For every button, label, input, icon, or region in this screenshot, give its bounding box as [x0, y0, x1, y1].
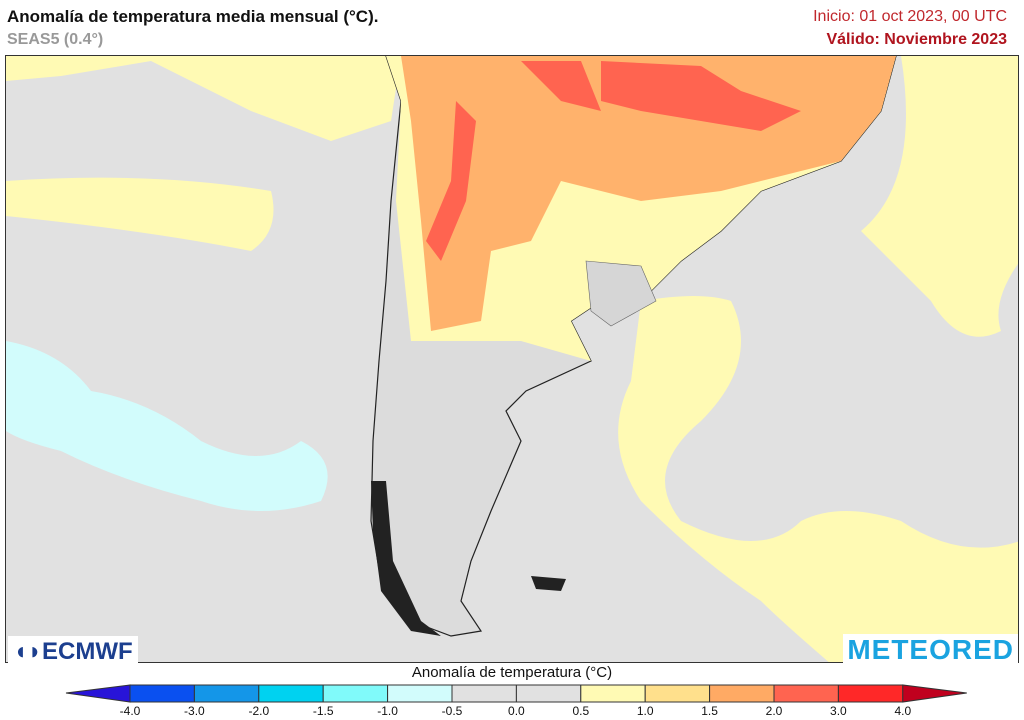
colorbar-tick: -0.5	[441, 704, 463, 718]
falklands	[531, 576, 566, 591]
land-hot-2	[601, 61, 801, 131]
colorbar-bin	[837, 684, 904, 703]
model-label: SEAS5 (0.4°)	[7, 31, 104, 48]
colorbar-bin	[193, 684, 260, 703]
uruguay-neutral	[585, 260, 657, 327]
colorbar-tick: 1.0	[636, 704, 654, 718]
ocean-warm-east	[861, 56, 1018, 337]
colorbar-tick: 4.0	[894, 704, 912, 718]
ocean-warm-se	[618, 296, 1018, 662]
colorbar-title: Anomalía de temperatura (°C)	[411, 664, 613, 681]
map-graphic	[6, 56, 1018, 662]
land-hot-1	[521, 61, 601, 111]
colorbar-tick: -1.0	[377, 704, 398, 718]
colorbar-over	[902, 684, 967, 703]
colorbar-bin	[515, 684, 582, 703]
colorbar-tick: -2.0	[248, 704, 270, 718]
colorbar-bin	[387, 684, 453, 703]
colorbar-tick: 3.0	[830, 704, 847, 718]
colorbar-bin	[580, 684, 646, 703]
colorbar-tick: 1.5	[701, 704, 718, 718]
ocean-cool-sw	[6, 341, 328, 511]
map-title: Anomalía de temperatura media mensual (°…	[7, 7, 379, 26]
colorbar-bin	[709, 684, 775, 703]
colorbar	[65, 684, 967, 703]
meteored-logo: METEORED	[843, 634, 1018, 666]
colorbar-bin	[644, 684, 711, 703]
colorbar-bin	[258, 684, 324, 703]
colorbar-tick: 2.0	[765, 704, 783, 718]
coast-islands	[371, 481, 441, 636]
land-hot-3	[426, 101, 476, 261]
init-date: Inicio: 01 oct 2023, 00 UTC	[813, 8, 1007, 25]
valid-date: Válido: Noviembre 2023	[826, 31, 1007, 48]
ocean-warm-north	[6, 56, 401, 141]
colorbar-tick: 0.0	[508, 704, 525, 718]
colorbar-tick: 0.5	[572, 704, 590, 718]
ecmwf-logo: ◖◗ECMWF	[8, 636, 138, 668]
ocean-warm-band	[6, 177, 274, 251]
colorbar-tick: -4.0	[119, 704, 141, 718]
colorbar-tick: -3.0	[184, 704, 205, 718]
colorbar-bin	[451, 684, 517, 703]
colorbar-bin	[129, 684, 195, 703]
colorbar-under	[65, 684, 131, 703]
colorbar-bin	[322, 684, 389, 703]
colorbar-tick: -1.5	[312, 704, 334, 718]
anomaly-map	[5, 55, 1019, 663]
colorbar-bin	[773, 684, 839, 703]
